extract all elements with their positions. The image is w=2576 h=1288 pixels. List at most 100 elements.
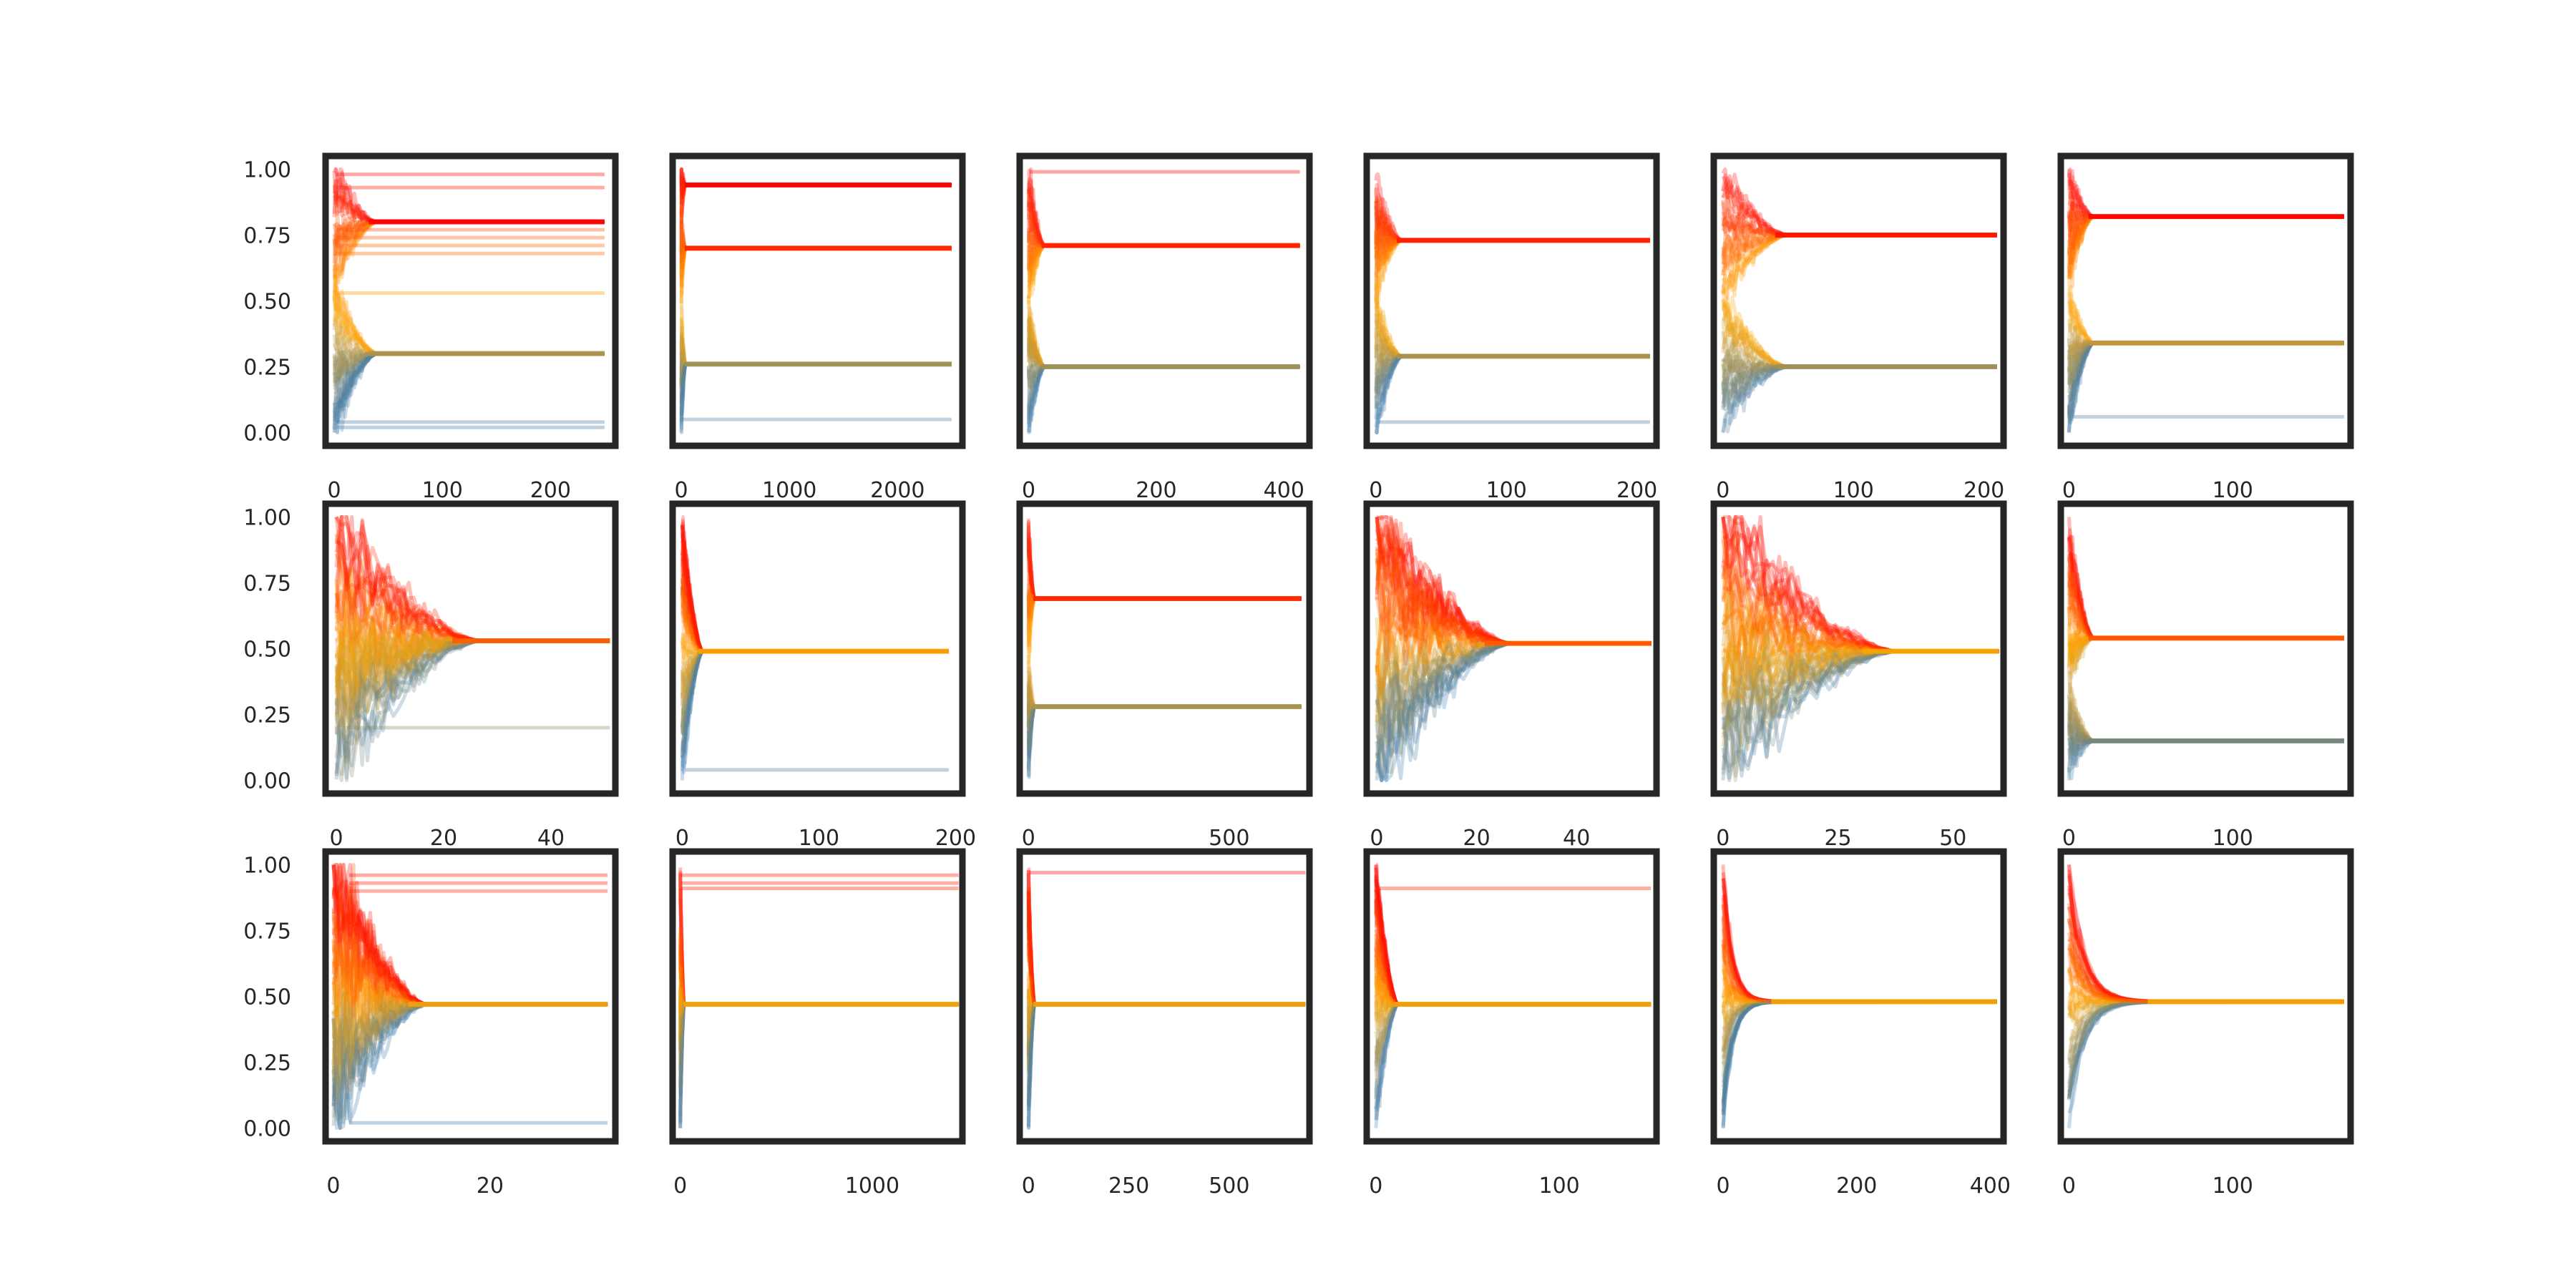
trajectory-line (678, 1002, 959, 1046)
trajectory-line (680, 587, 949, 653)
trajectory-line (680, 577, 949, 653)
trajectory-line (2067, 1000, 2344, 1088)
trajectory-line (1374, 897, 1652, 1006)
trajectory-line (332, 294, 605, 356)
trajectory-line (1026, 989, 1306, 1015)
trajectory-line (1026, 1002, 1306, 1069)
trajectory-line (331, 991, 608, 1067)
trajectory-line (1027, 168, 1300, 248)
trajectory-line (1026, 869, 1306, 1006)
trajectory-line (1374, 221, 1650, 254)
trajectory-line (679, 246, 952, 280)
trajectory-line (1026, 898, 1306, 1006)
trajectory-line (332, 292, 605, 356)
trajectory-line (1027, 365, 1300, 433)
trajectory-line (678, 1002, 959, 1034)
trajectory-line (1375, 641, 1652, 770)
x-tick-label: 0 (1022, 826, 1035, 851)
trajectory-line (680, 649, 949, 775)
y-tick-label: 1.00 (243, 853, 291, 878)
trajectory-line (678, 967, 959, 1006)
trajectory-line (680, 525, 949, 653)
trajectory-line (1027, 186, 1300, 248)
trajectory-line (2067, 584, 2344, 640)
trajectories (332, 167, 605, 435)
trajectory-line (1026, 1002, 1306, 1075)
trajectories (334, 514, 610, 783)
trajectory-line (678, 1002, 959, 1128)
trajectory-line (1721, 649, 1999, 749)
trajectory-line (331, 890, 608, 1006)
trajectory-line (331, 1002, 608, 1124)
trajectory-line (679, 246, 952, 303)
trajectory-line (1026, 674, 1302, 718)
trajectory-line (679, 175, 952, 205)
y-tick-label: 0.25 (243, 703, 291, 728)
trajectory-line (2067, 341, 2344, 387)
trajectory-line (2067, 636, 2344, 662)
trajectory-line (1374, 238, 1650, 275)
trajectory-line (331, 1002, 608, 1131)
trajectory-line (1374, 212, 1650, 243)
trajectory-line (1374, 957, 1652, 1006)
trajectory-line (680, 649, 949, 752)
trajectory-line (1721, 1000, 1997, 1107)
trajectory-line (1721, 1000, 1997, 1065)
trajectory-line (2067, 701, 2344, 743)
trajectory-line (678, 943, 959, 1006)
axes-frame (322, 152, 619, 449)
trajectory-line (680, 649, 949, 716)
trajectory-line (2067, 201, 2344, 238)
trajectory-line (1721, 939, 1997, 1004)
trajectory-line (1721, 172, 1997, 237)
x-tick-label: 40 (1563, 826, 1590, 851)
trajectory-line (678, 967, 959, 1010)
trajectory-line (680, 649, 949, 694)
trajectory-line (1374, 354, 1650, 391)
trajectory-line (334, 514, 610, 643)
trajectory-line (2067, 536, 2344, 640)
trajectory-line (1722, 514, 1999, 653)
trajectory-line (678, 1002, 959, 1038)
trajectory-line (2067, 906, 2344, 1004)
trajectory-line (678, 996, 959, 1022)
trajectory-line (1026, 867, 1306, 1006)
trajectory-line (2067, 551, 2344, 640)
trajectory-line (2067, 686, 2344, 743)
trajectories (2067, 864, 2344, 1128)
trajectory-line (1375, 641, 1652, 769)
trajectory-line (1374, 229, 1650, 273)
trajectory-line (1027, 365, 1300, 420)
trajectory-line (1721, 884, 1997, 1004)
trajectory-line (1721, 604, 1999, 686)
trajectory-line (332, 351, 605, 434)
trajectory-line (334, 639, 610, 768)
trajectory-line (679, 167, 952, 195)
trajectory-line (1721, 649, 1999, 783)
trajectory-line (1375, 641, 1652, 757)
trajectory-line (2067, 636, 2344, 680)
trajectory-line (679, 227, 952, 258)
trajectory-line (1026, 519, 1302, 600)
trajectory-line (1721, 516, 1999, 653)
trajectories (1721, 167, 1997, 434)
trajectory-line (1721, 878, 1997, 1004)
trajectory-line (1026, 597, 1302, 648)
x-tick-label: 100 (2212, 1174, 2253, 1199)
trajectory-line (679, 332, 952, 384)
x-tick-label: 1000 (762, 478, 816, 503)
x-tick-label: 100 (1833, 478, 1874, 503)
trajectory-line (1026, 892, 1306, 1006)
trajectory-line (331, 914, 608, 1012)
trajectory-line (1374, 199, 1650, 243)
trajectory-line (680, 525, 949, 653)
trajectory-line (680, 557, 949, 653)
trajectory-line (1027, 365, 1300, 433)
trajectory-line (1374, 1002, 1652, 1055)
trajectory-line (2067, 888, 2344, 1004)
trajectory-line (1374, 973, 1652, 1007)
trajectory-line (1722, 893, 1997, 1004)
trajectory-line (1721, 637, 1999, 688)
trajectory-line (332, 184, 605, 224)
trajectory-line (1721, 1000, 1997, 1059)
